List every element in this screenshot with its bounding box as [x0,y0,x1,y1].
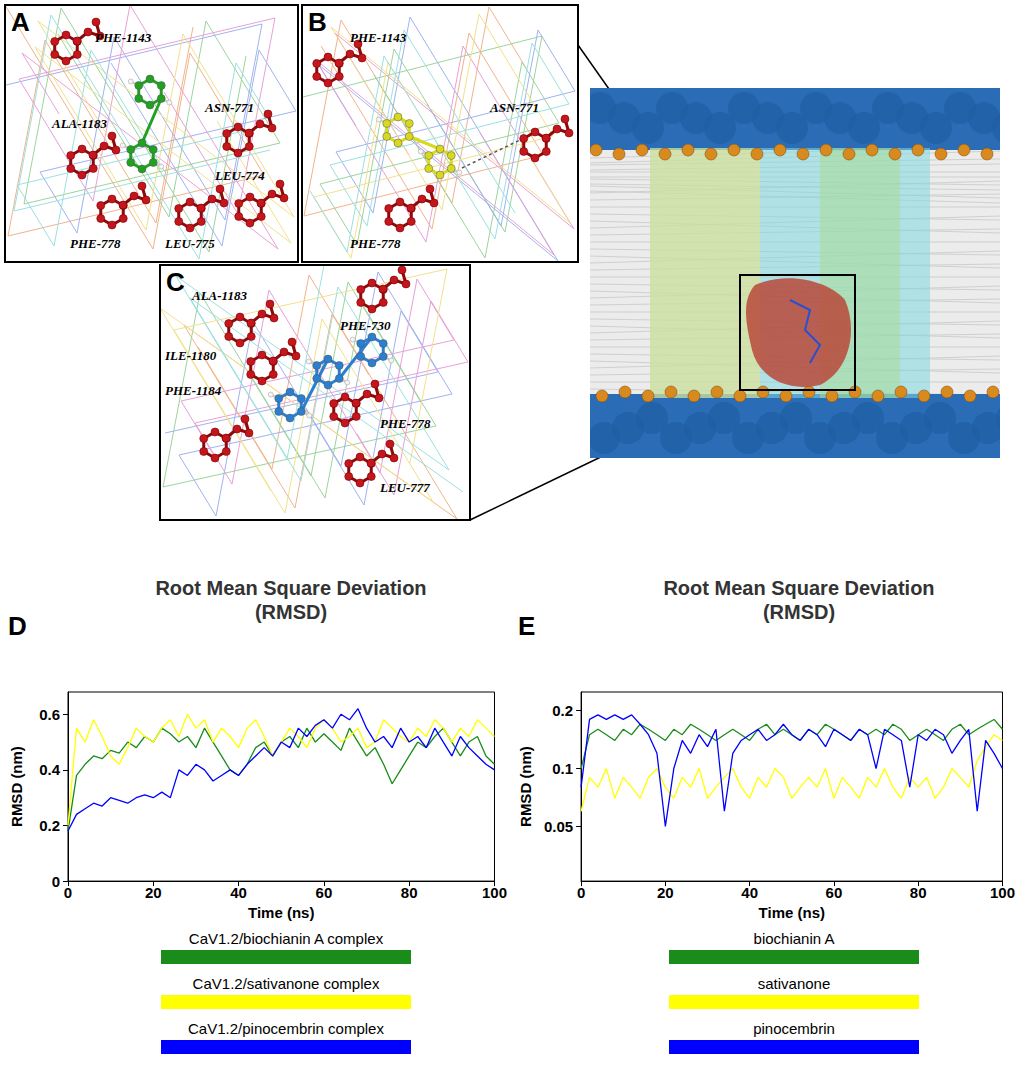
html-text:biochianin A: biochianin A [753,930,835,947]
svg-text:100: 100 [482,884,507,901]
html-text:CaV1.2/pinocembrin complex: CaV1.2/pinocembrin complex [188,1020,384,1037]
svg-text:PHE-778: PHE-778 [380,416,431,431]
svg-text:Root Mean Square Deviation: Root Mean Square Deviation [663,577,934,599]
svg-text:ALA-1183: ALA-1183 [191,288,247,303]
svg-text:20: 20 [145,884,162,901]
svg-text:LEU-777: LEU-777 [379,480,430,495]
svg-text:0.4: 0.4 [39,761,61,778]
svg-text:0: 0 [64,884,72,901]
svg-text:B: B [308,7,327,37]
svg-text:LEU-774: LEU-774 [214,168,265,183]
svg-text:0.2: 0.2 [552,702,573,719]
svg-text:LEU-775: LEU-775 [164,236,215,251]
svg-text:Time (ns): Time (ns) [759,904,825,921]
svg-text:40: 40 [230,884,247,901]
svg-text:100: 100 [990,884,1015,901]
svg-text:ALA-1183: ALA-1183 [51,116,107,131]
svg-text:Root Mean Square Deviation: Root Mean Square Deviation [155,577,426,599]
svg-text:E: E [518,611,535,641]
svg-text:80: 80 [910,884,927,901]
svg-text:20: 20 [657,884,674,901]
html-text:CaV1.2/sativanone complex: CaV1.2/sativanone complex [192,975,380,992]
svg-text:C: C [166,267,185,297]
svg-text:0.05: 0.05 [544,818,573,835]
svg-text:A: A [11,7,30,37]
svg-text:ASN-771: ASN-771 [204,100,254,115]
svg-text:RMSD (nm): RMSD (nm) [8,746,25,827]
svg-text:PHE-778: PHE-778 [70,236,121,251]
svg-text:ILE-1180: ILE-1180 [164,348,217,363]
svg-text:ASN-771: ASN-771 [489,100,539,115]
svg-text:0: 0 [577,884,585,901]
svg-text:0.6: 0.6 [39,706,60,723]
html-text:sativanone: sativanone [757,975,831,992]
svg-text:0.2: 0.2 [39,817,60,834]
svg-text:Time (ns): Time (ns) [248,904,314,921]
svg-text:(RMSD): (RMSD) [255,601,327,623]
svg-text:80: 80 [401,884,418,901]
svg-text:RMSD (nm): RMSD (nm) [517,746,534,827]
svg-text:0.1: 0.1 [552,760,573,777]
svg-text:0: 0 [52,873,60,890]
svg-text:PHE-1184: PHE-1184 [165,383,222,398]
svg-text:60: 60 [826,884,843,901]
svg-text:PHE-730: PHE-730 [340,318,391,333]
html-text:CaV1.2/biochianin A complex: CaV1.2/biochianin A complex [188,930,384,947]
svg-text:D: D [8,611,27,641]
svg-text:PHE-1143: PHE-1143 [350,30,407,45]
svg-text:(RMSD): (RMSD) [763,601,835,623]
html-text:pinocembrin: pinocembrin [753,1020,835,1037]
svg-text:60: 60 [316,884,333,901]
svg-text:40: 40 [741,884,758,901]
svg-text:PHE-778: PHE-778 [350,236,401,251]
svg-text:PHE-1143: PHE-1143 [95,30,152,45]
